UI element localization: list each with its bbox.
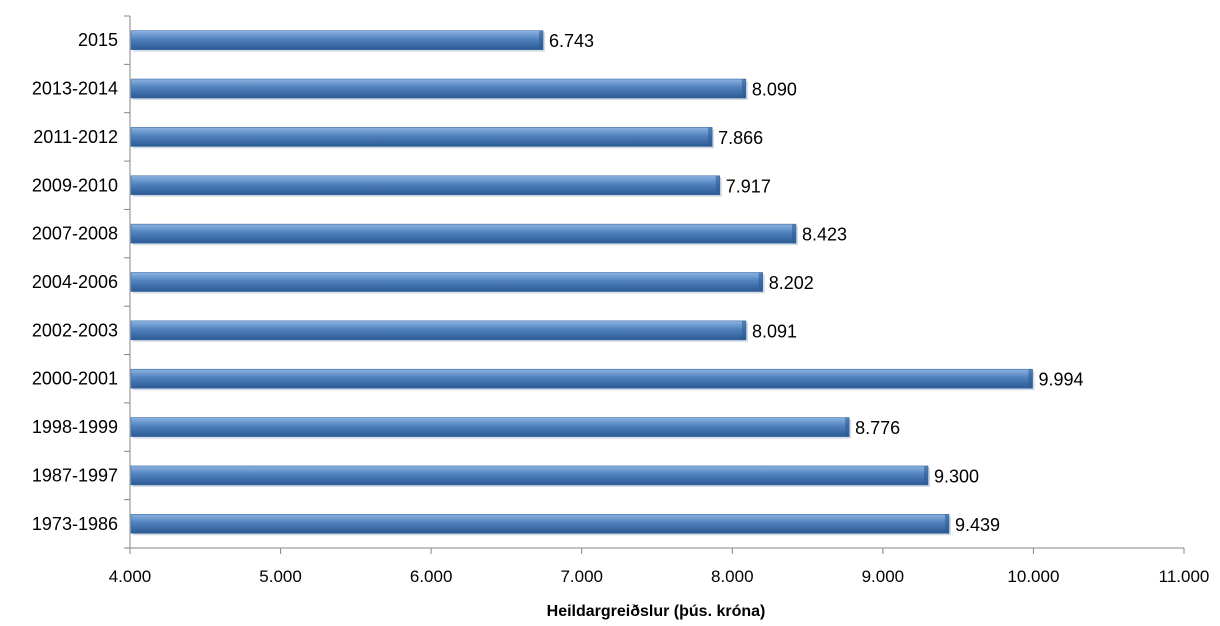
x-tick-label: 6.000 xyxy=(410,567,453,586)
bar-end-cap xyxy=(791,224,796,244)
category-label: 2004-2006 xyxy=(32,272,118,292)
bar-end-cap xyxy=(758,272,763,292)
bars xyxy=(130,30,1035,536)
category-label: 2013-2014 xyxy=(32,79,118,99)
value-label: 7.866 xyxy=(718,128,763,148)
bar-end-cap xyxy=(715,175,720,195)
bar xyxy=(130,320,747,341)
x-tick-label: 8.000 xyxy=(711,567,754,586)
value-label: 8.423 xyxy=(802,225,847,245)
bar-end-cap xyxy=(944,514,949,534)
value-label: 7.917 xyxy=(726,176,771,196)
x-tick-label: 9.000 xyxy=(862,567,905,586)
bar-end-cap xyxy=(708,127,713,147)
category-label: 1998-1999 xyxy=(32,417,118,437)
value-label: 8.090 xyxy=(752,80,797,100)
bar xyxy=(130,272,764,292)
value-label: 8.776 xyxy=(855,418,900,438)
bar xyxy=(130,514,950,534)
x-tick-label: 5.000 xyxy=(259,567,302,586)
category-label: 2011-2012 xyxy=(33,127,118,147)
bar xyxy=(130,223,797,244)
category-label: 2007-2008 xyxy=(32,224,118,244)
x-tick-label: 7.000 xyxy=(560,567,603,586)
category-label: 2000-2001 xyxy=(32,369,118,389)
bar-end-cap xyxy=(741,320,746,340)
bar xyxy=(130,368,1033,389)
bar xyxy=(130,417,850,437)
bar xyxy=(130,465,929,486)
bar-end-cap xyxy=(924,465,929,485)
value-label: 8.091 xyxy=(752,321,797,341)
x-axis-title: Heildargreiðslur (þús. króna) xyxy=(547,603,766,620)
category-label: 2015 xyxy=(78,30,118,50)
axes xyxy=(124,15,1185,554)
category-label: 1973-1986 xyxy=(32,514,118,534)
bar xyxy=(130,78,747,99)
x-tick-label: 4.000 xyxy=(109,567,152,586)
bar-end-cap xyxy=(1028,369,1033,389)
x-tick-label: 10.000 xyxy=(1007,567,1059,586)
category-label: 1987-1997 xyxy=(32,465,118,485)
bar-end-cap xyxy=(845,417,850,437)
x-tick-label: 11.000 xyxy=(1159,567,1210,586)
value-label: 9.439 xyxy=(955,515,1000,535)
value-label: 9.300 xyxy=(934,466,979,486)
bar-end-cap xyxy=(539,30,544,50)
bar xyxy=(130,30,544,50)
value-label: 9.994 xyxy=(1039,370,1084,390)
labels: 4.000 5.000 6.000 7.000 8.000 9.000 10.000 11.0… xyxy=(32,30,1209,586)
category-label: 2002-2003 xyxy=(32,320,118,340)
bar-end-cap xyxy=(741,79,746,99)
bar xyxy=(130,175,721,196)
bar xyxy=(130,127,713,147)
value-label: 6.743 xyxy=(549,31,594,51)
value-label: 8.202 xyxy=(769,273,814,293)
category-label: 2009-2010 xyxy=(32,175,118,195)
